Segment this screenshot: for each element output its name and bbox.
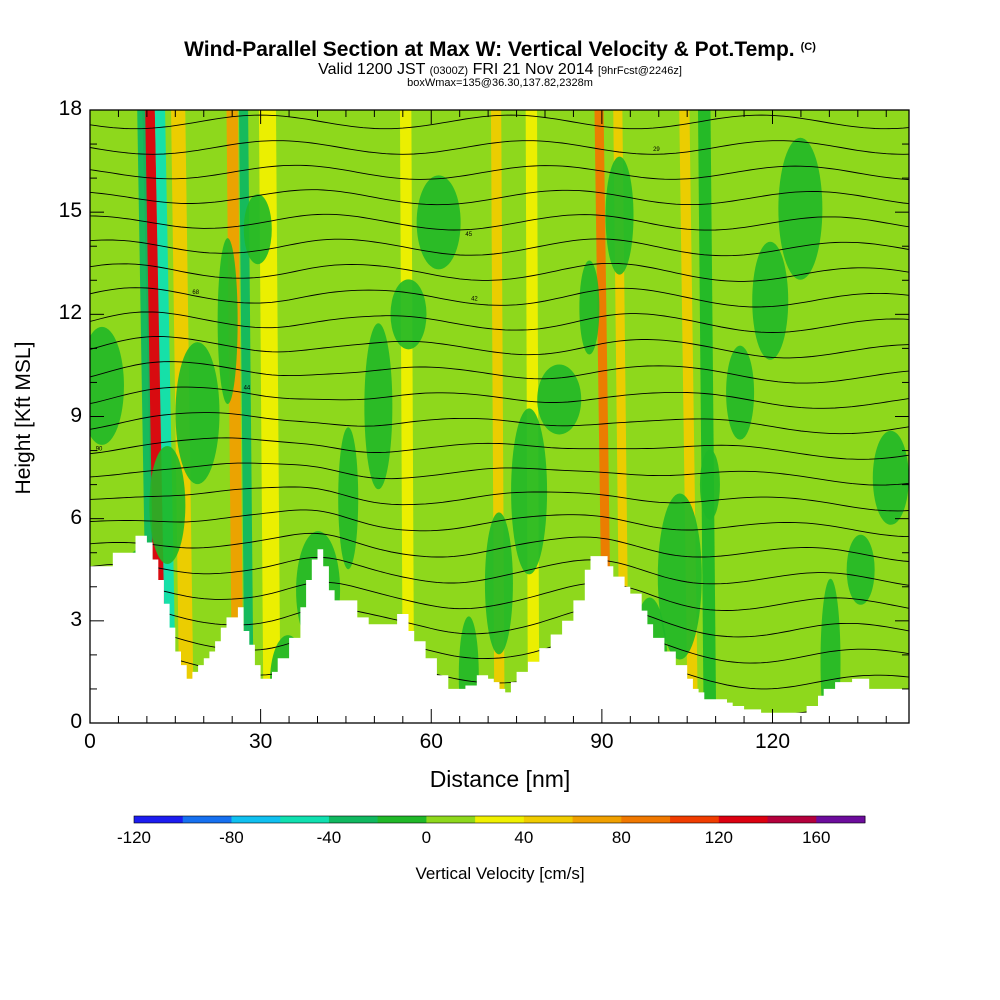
downdraft-cell-9 — [364, 323, 393, 490]
x-tick-label: 0 — [84, 730, 96, 753]
theta-contour-22 — [90, 140, 909, 155]
forecast-info: [9hrFcst@2246z] — [597, 65, 682, 77]
y-tick-label: 15 — [58, 199, 82, 223]
downdraft-cell-25 — [846, 534, 875, 605]
theta-contour-4 — [90, 581, 909, 611]
downdraft-cell-22 — [752, 241, 789, 360]
theta-contour-13 — [90, 361, 909, 384]
theta-contour-5 — [90, 556, 909, 586]
downdraft-cell-27 — [90, 326, 124, 445]
x-tick-label: 60 — [419, 730, 443, 753]
terrain-mask — [90, 535, 909, 723]
chart-subtitle: Valid 1200 JST (0300Z) FRI 21 Nov 2014 [… — [0, 62, 1000, 79]
theta-contour-7 — [90, 509, 909, 538]
colorbar-label: Vertical Velocity [cm/s] — [415, 864, 585, 883]
theta-contour-16 — [90, 287, 909, 308]
downdraft-cell-2 — [149, 446, 186, 565]
theta-contour-15 — [90, 311, 909, 333]
theta-label-4: 42 — [471, 297, 478, 303]
x-tick-label: 30 — [248, 730, 273, 753]
valid-date: FRI 21 Nov 2014 — [472, 61, 594, 78]
colorbar-tick-label: -80 — [219, 828, 244, 847]
downdraft-cell-26 — [872, 430, 909, 525]
theta-contour-17 — [90, 262, 909, 282]
theta-contour-11 — [90, 412, 909, 435]
w-streak-13 — [697, 110, 717, 723]
downdraft-cell-23 — [778, 137, 823, 280]
theta-contour-20 — [90, 189, 909, 206]
colorbar-swatch-12 — [718, 816, 769, 823]
downdraft-cell-4 — [217, 238, 238, 405]
theta-label-0: 90 — [96, 447, 103, 453]
colorbar-swatch-8 — [523, 816, 574, 823]
theta-label-1: 68 — [192, 290, 199, 296]
colorbar-swatch-2 — [231, 816, 281, 823]
downdraft-cell-14 — [511, 408, 548, 575]
box-info: boxWmax=135@36.30,137.82,2328m — [407, 77, 593, 89]
theta-contour-19 — [90, 213, 909, 231]
colorbar-frame — [133, 815, 866, 824]
colorbar-swatch-3 — [280, 816, 330, 823]
theta-label-5: 29 — [653, 147, 660, 153]
theta-contour-10 — [90, 437, 909, 460]
downdraft-cell-16 — [579, 260, 600, 355]
theta-contour-21 — [90, 164, 909, 180]
colorbar-tick-label: 40 — [514, 828, 534, 847]
theta-contour-12 — [90, 386, 909, 409]
y-tick-label: 12 — [58, 301, 82, 325]
downdraft-cell-17 — [605, 156, 634, 275]
colorbar-tick-label: 120 — [704, 828, 733, 847]
colorbar-swatch-4 — [328, 816, 379, 823]
colorbar-swatch-14 — [816, 816, 866, 823]
colorbar-swatch-6 — [426, 816, 476, 823]
y-tick-label: 0 — [70, 710, 82, 733]
plot-area: 90 68 44 45 42 29 — [90, 110, 909, 723]
valid-prefix: Valid 1200 JST — [318, 61, 426, 78]
theta-contour-6 — [90, 532, 909, 562]
downdraft-cell-11 — [416, 175, 461, 270]
colorbar-swatch-5 — [377, 816, 427, 823]
y-tick-label: 18 — [58, 97, 82, 120]
x-tick-label: 120 — [754, 730, 791, 753]
downdraft-cell-8 — [338, 427, 359, 570]
chart-title-main: Wind-Parallel Section at Max W: Vertical… — [184, 38, 795, 61]
downdraft-cell-21 — [726, 345, 755, 440]
colorbar-swatch-1 — [182, 816, 232, 823]
downdraft-cell-15 — [537, 364, 582, 435]
colorbar-tick-label: 160 — [802, 828, 831, 847]
colorbar-swatch-13 — [767, 816, 817, 823]
colorbar-swatch-11 — [670, 816, 720, 823]
copyright-mark: (C) — [800, 41, 816, 53]
y-tick-label: 6 — [70, 505, 82, 529]
chart-title: Wind-Parallel Section at Max W: Vertical… — [0, 38, 1000, 62]
y-tick-label: 3 — [70, 607, 82, 631]
colorbar-swatch-9 — [572, 816, 622, 823]
colorbar-tick-label: 80 — [611, 828, 631, 847]
colorbar-tick-label: -40 — [316, 828, 342, 847]
colorbar-tick-label: 0 — [421, 828, 432, 847]
w-streak-1 — [154, 110, 177, 723]
theta-label-3: 45 — [465, 232, 472, 238]
theta-contour-14 — [90, 336, 909, 359]
downdraft-cell-5 — [243, 194, 272, 265]
w-streak-7 — [399, 110, 415, 723]
downdraft-cell-20 — [699, 449, 720, 520]
downdraft-cell-10 — [390, 279, 427, 350]
theta-contour-18 — [90, 238, 909, 257]
colorbar-swatch-7 — [475, 816, 525, 823]
colorbar-swatch-10 — [621, 816, 671, 823]
theta-contour-9 — [90, 462, 909, 486]
colorbar-tick-label: -120 — [116, 828, 152, 847]
colorbar-swatch-0 — [134, 816, 184, 823]
valid-utc: (0300Z) — [429, 65, 469, 77]
w-streak-6 — [258, 110, 281, 723]
y-tick-label: 9 — [70, 403, 82, 427]
theta-label-2: 44 — [244, 385, 251, 391]
downdraft-cell-19 — [657, 493, 702, 660]
downdraft-cell-13 — [484, 512, 513, 655]
theta-contour-8 — [90, 486, 909, 512]
x-tick-label: 90 — [590, 730, 614, 753]
x-axis-label: Distance [nm] — [429, 766, 571, 792]
